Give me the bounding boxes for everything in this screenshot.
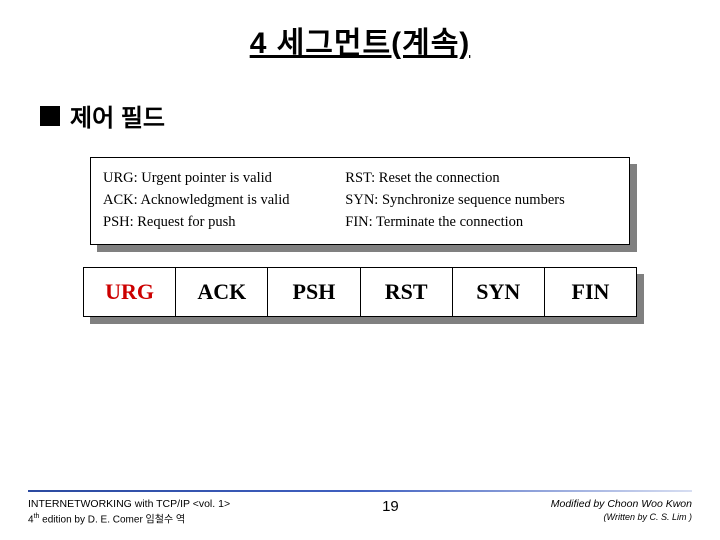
footer-source-line1: INTERNETWORKING with TCP/IP <vol. 1> bbox=[28, 498, 230, 512]
slide: 4 세그먼트(계속) 제어 필드 URG: Urgent pointer is … bbox=[0, 0, 720, 540]
desc-syn: SYN: Synchronize sequence numbers bbox=[345, 190, 617, 212]
footer-left: INTERNETWORKING with TCP/IP <vol. 1> 4th… bbox=[28, 498, 230, 526]
footer-divider bbox=[28, 490, 692, 492]
flag-rst-cell: RST bbox=[360, 267, 452, 317]
flag-urg-cell: URG bbox=[83, 267, 175, 317]
flag-descriptions-box: URG: Urgent pointer is valid ACK: Acknow… bbox=[90, 157, 630, 245]
desc-psh: PSH: Request for push bbox=[103, 212, 339, 234]
slide-title: 4 세그먼트(계속) bbox=[28, 18, 692, 62]
flag-syn-cell: SYN bbox=[452, 267, 544, 317]
slide-footer: INTERNETWORKING with TCP/IP <vol. 1> 4th… bbox=[28, 490, 692, 526]
bullet-square-icon bbox=[40, 106, 60, 126]
subheading-text: 제어 필드 bbox=[70, 98, 165, 133]
flag-psh-cell: PSH bbox=[267, 267, 359, 317]
desc-fin: FIN: Terminate the connection bbox=[345, 212, 617, 234]
flags-table: URG ACK PSH RST SYN FIN bbox=[83, 267, 637, 317]
page-number: 19 bbox=[382, 498, 399, 515]
footer-modified-by: Modified by Choon Woo Kwon bbox=[551, 498, 692, 512]
desc-urg: URG: Urgent pointer is valid bbox=[103, 168, 339, 190]
desc-column-right: RST: Reset the connection SYN: Synchroni… bbox=[339, 168, 617, 234]
table-row: URG ACK PSH RST SYN FIN bbox=[83, 267, 637, 317]
footer-written-by: (Written by C. S. Lim ) bbox=[551, 512, 692, 524]
box-content: URG: Urgent pointer is valid ACK: Acknow… bbox=[90, 157, 630, 245]
flag-ack-cell: ACK bbox=[175, 267, 267, 317]
footer-row: INTERNETWORKING with TCP/IP <vol. 1> 4th… bbox=[28, 498, 692, 526]
subheading: 제어 필드 bbox=[40, 98, 692, 133]
footer-right: Modified by Choon Woo Kwon (Written by C… bbox=[551, 498, 692, 523]
desc-ack: ACK: Acknowledgment is valid bbox=[103, 190, 339, 212]
desc-rst: RST: Reset the connection bbox=[345, 168, 617, 190]
flag-fin-cell: FIN bbox=[544, 267, 637, 317]
desc-column-left: URG: Urgent pointer is valid ACK: Acknow… bbox=[103, 168, 339, 234]
footer-source-line2: 4th edition by D. E. Comer 임철수 역 bbox=[28, 512, 230, 526]
